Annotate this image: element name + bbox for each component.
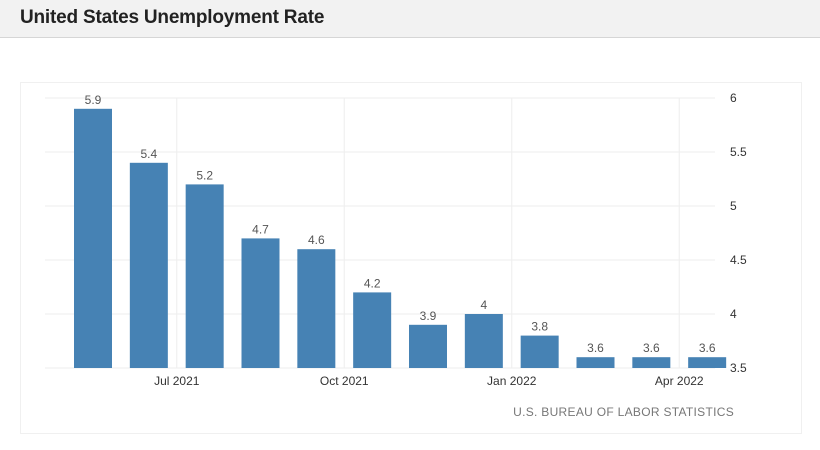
bar-value-label: 5.4 [140,147,157,161]
bar-value-label: 3.6 [587,341,604,355]
bar[interactable] [520,335,559,368]
bar[interactable] [688,357,727,368]
bar[interactable] [241,238,280,368]
bar-value-label: 5.9 [85,93,102,107]
bar[interactable] [129,162,168,368]
y-tick-label: 4 [730,307,737,321]
bar[interactable] [409,324,447,368]
bar-value-label: 3.9 [420,309,437,323]
source-credit: U.S. BUREAU OF LABOR STATISTICS [513,405,734,419]
y-tick-label: 5.5 [730,145,747,159]
bar-value-label: 4.2 [364,276,381,290]
bar[interactable] [297,249,336,368]
bar-value-label: 4.7 [252,222,269,236]
bar-value-label: 4 [480,298,487,312]
bar[interactable] [632,357,671,368]
y-tick-label: 5 [730,199,737,213]
bar-value-label: 3.6 [699,341,716,355]
y-tick-label: 6 [730,91,737,105]
x-tick-label: Apr 2022 [655,374,704,388]
x-tick-label: Oct 2021 [320,374,369,388]
bar[interactable] [185,184,224,368]
bar-value-label: 3.6 [643,341,660,355]
bar[interactable] [576,357,615,368]
bar[interactable] [464,314,503,368]
y-tick-label: 3.5 [730,361,747,375]
bar[interactable] [74,108,112,369]
y-tick-label: 4.5 [730,253,747,267]
header-bar: United States Unemployment Rate [0,0,820,38]
bar-value-label: 4.6 [308,233,325,247]
bar-value-label: 3.8 [531,320,548,334]
x-tick-label: Jan 2022 [487,374,537,388]
x-tick-label: Jul 2021 [154,374,200,388]
bar[interactable] [353,292,392,368]
page-title: United States Unemployment Rate [20,7,325,28]
bar-value-label: 5.2 [196,168,213,182]
